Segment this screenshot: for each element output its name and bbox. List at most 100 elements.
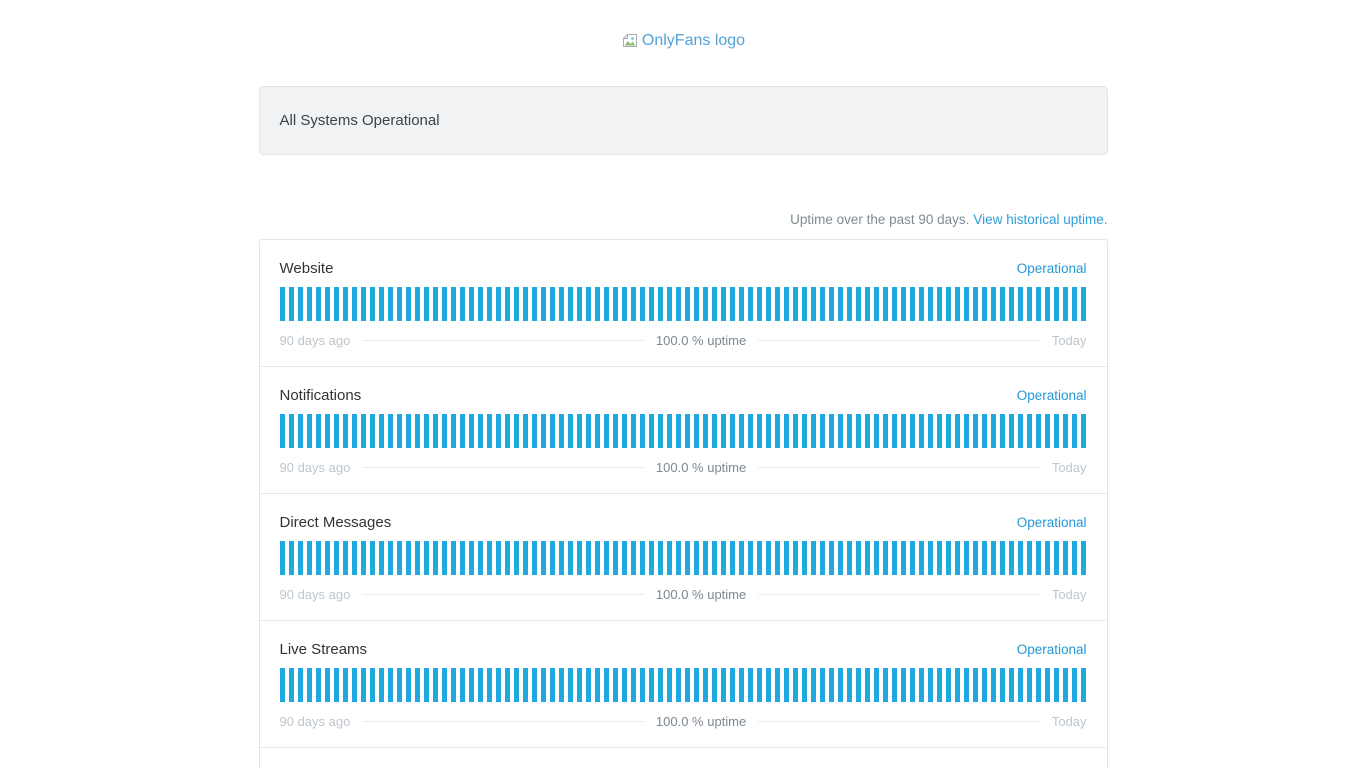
uptime-bar[interactable]	[306, 667, 312, 702]
uptime-bar[interactable]	[945, 667, 951, 702]
uptime-bar[interactable]	[693, 286, 699, 321]
uptime-bar[interactable]	[738, 286, 744, 321]
uptime-bar[interactable]	[828, 540, 834, 575]
uptime-bar[interactable]	[774, 540, 780, 575]
uptime-bar[interactable]	[540, 540, 546, 575]
uptime-bar[interactable]	[351, 286, 357, 321]
uptime-bar[interactable]	[621, 413, 627, 448]
uptime-bar[interactable]	[630, 286, 636, 321]
uptime-bar[interactable]	[954, 667, 960, 702]
uptime-bar[interactable]	[756, 540, 762, 575]
uptime-bar[interactable]	[936, 413, 942, 448]
uptime-bar[interactable]	[639, 286, 645, 321]
uptime-bar[interactable]	[360, 286, 366, 321]
uptime-bar[interactable]	[972, 540, 978, 575]
uptime-bar[interactable]	[441, 286, 447, 321]
uptime-bar[interactable]	[927, 413, 933, 448]
uptime-bar[interactable]	[1053, 540, 1059, 575]
uptime-bar[interactable]	[342, 413, 348, 448]
uptime-bar[interactable]	[1017, 540, 1023, 575]
uptime-bar[interactable]	[468, 413, 474, 448]
uptime-bar[interactable]	[819, 286, 825, 321]
uptime-bar[interactable]	[423, 413, 429, 448]
uptime-bar[interactable]	[342, 286, 348, 321]
uptime-bar[interactable]	[918, 413, 924, 448]
uptime-bar[interactable]	[972, 286, 978, 321]
uptime-bar[interactable]	[702, 286, 708, 321]
uptime-bar[interactable]	[783, 540, 789, 575]
uptime-bar[interactable]	[819, 667, 825, 702]
uptime-bar[interactable]	[873, 286, 879, 321]
uptime-bar[interactable]	[927, 540, 933, 575]
uptime-bar[interactable]	[504, 540, 510, 575]
uptime-bar[interactable]	[675, 286, 681, 321]
uptime-bar[interactable]	[585, 413, 591, 448]
uptime-bar[interactable]	[495, 667, 501, 702]
uptime-bar[interactable]	[630, 413, 636, 448]
uptime-bar[interactable]	[810, 667, 816, 702]
uptime-bar[interactable]	[873, 667, 879, 702]
uptime-bar[interactable]	[972, 413, 978, 448]
uptime-bar[interactable]	[1026, 667, 1032, 702]
uptime-bar[interactable]	[1026, 540, 1032, 575]
uptime-bar[interactable]	[648, 667, 654, 702]
uptime-bar[interactable]	[504, 667, 510, 702]
uptime-bar[interactable]	[549, 540, 555, 575]
uptime-bar[interactable]	[558, 286, 564, 321]
uptime-bar[interactable]	[693, 667, 699, 702]
uptime-bar[interactable]	[279, 413, 285, 448]
uptime-bar[interactable]	[648, 413, 654, 448]
uptime-bar[interactable]	[1044, 540, 1050, 575]
uptime-bar[interactable]	[981, 286, 987, 321]
uptime-bar[interactable]	[414, 413, 420, 448]
uptime-bar[interactable]	[450, 540, 456, 575]
uptime-bar[interactable]	[531, 413, 537, 448]
uptime-bar[interactable]	[1008, 286, 1014, 321]
uptime-bar[interactable]	[594, 667, 600, 702]
uptime-bar[interactable]	[864, 540, 870, 575]
uptime-bar[interactable]	[414, 540, 420, 575]
uptime-bar[interactable]	[495, 286, 501, 321]
uptime-bar[interactable]	[846, 540, 852, 575]
uptime-bar[interactable]	[810, 286, 816, 321]
uptime-bar[interactable]	[990, 286, 996, 321]
uptime-bar[interactable]	[918, 667, 924, 702]
uptime-bar[interactable]	[783, 286, 789, 321]
uptime-bar[interactable]	[333, 413, 339, 448]
uptime-bar[interactable]	[999, 667, 1005, 702]
uptime-bar[interactable]	[990, 413, 996, 448]
uptime-bar[interactable]	[594, 540, 600, 575]
uptime-bar[interactable]	[324, 540, 330, 575]
uptime-bar[interactable]	[864, 667, 870, 702]
uptime-bar[interactable]	[621, 540, 627, 575]
uptime-bar[interactable]	[684, 540, 690, 575]
uptime-bar[interactable]	[396, 667, 402, 702]
uptime-bar[interactable]	[1044, 667, 1050, 702]
uptime-bar[interactable]	[855, 286, 861, 321]
uptime-bar[interactable]	[792, 413, 798, 448]
uptime-bar[interactable]	[999, 286, 1005, 321]
uptime-bar[interactable]	[306, 540, 312, 575]
uptime-bar[interactable]	[828, 286, 834, 321]
uptime-bar[interactable]	[1062, 286, 1068, 321]
uptime-bar[interactable]	[810, 413, 816, 448]
uptime-bar[interactable]	[477, 667, 483, 702]
uptime-bar[interactable]	[684, 667, 690, 702]
uptime-bar[interactable]	[405, 413, 411, 448]
uptime-bar[interactable]	[531, 667, 537, 702]
uptime-bar[interactable]	[486, 540, 492, 575]
uptime-bar[interactable]	[675, 540, 681, 575]
uptime-bar[interactable]	[999, 413, 1005, 448]
uptime-bar[interactable]	[837, 667, 843, 702]
uptime-bar[interactable]	[738, 540, 744, 575]
uptime-bar[interactable]	[405, 667, 411, 702]
uptime-bar[interactable]	[378, 667, 384, 702]
uptime-bar[interactable]	[945, 286, 951, 321]
uptime-bar[interactable]	[549, 286, 555, 321]
uptime-bar[interactable]	[522, 540, 528, 575]
uptime-bar[interactable]	[1080, 540, 1086, 575]
uptime-bar[interactable]	[837, 540, 843, 575]
uptime-bar[interactable]	[369, 286, 375, 321]
uptime-bar[interactable]	[603, 667, 609, 702]
uptime-bar[interactable]	[1035, 540, 1041, 575]
